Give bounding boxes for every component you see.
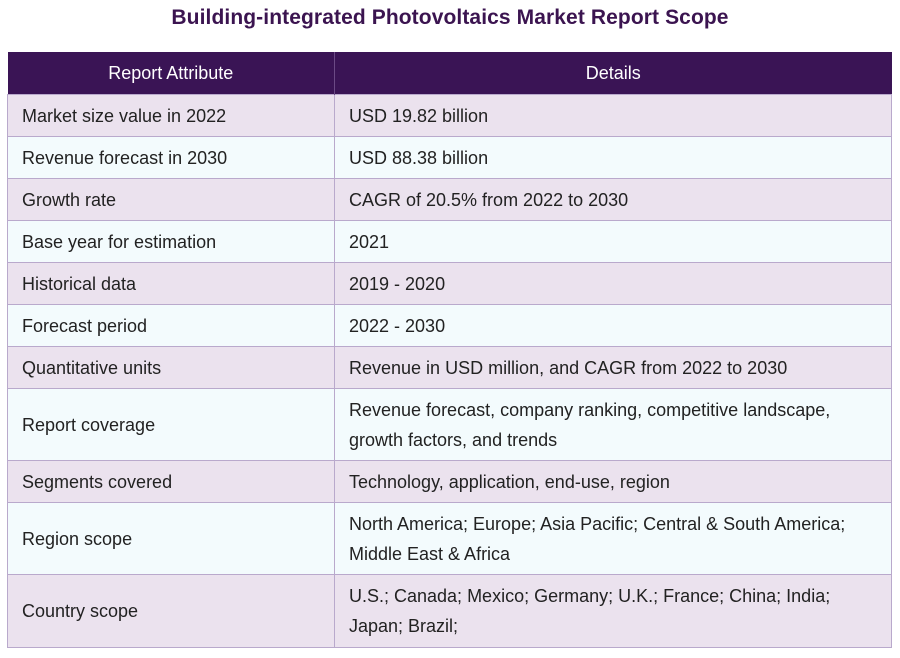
details-cell: USD 19.82 billion (334, 94, 892, 137)
details-cell: U.S.; Canada; Mexico; Germany; U.K.; Fra… (334, 574, 892, 648)
table-row: Region scope North America; Europe; Asia… (7, 502, 892, 575)
details-cell: USD 88.38 billion (334, 136, 892, 179)
table-row: Historical data 2019 - 2020 (7, 262, 892, 305)
attribute-cell: Quantitative units (7, 346, 335, 389)
attribute-cell: Region scope (7, 502, 335, 575)
details-cell: Revenue in USD million, and CAGR from 20… (334, 346, 892, 389)
details-cell: CAGR of 20.5% from 2022 to 2030 (334, 178, 892, 221)
attribute-cell: Growth rate (7, 178, 335, 221)
attribute-cell: Country scope (7, 574, 335, 648)
table-row: Revenue forecast in 2030 USD 88.38 billi… (7, 136, 892, 179)
table-row: Quantitative units Revenue in USD millio… (7, 346, 892, 389)
details-cell: Technology, application, end-use, region (334, 460, 892, 503)
table-row: Base year for estimation 2021 (7, 220, 892, 263)
attribute-cell: Base year for estimation (7, 220, 335, 263)
table-row: Market size value in 2022 USD 19.82 bill… (7, 94, 892, 137)
attribute-cell: Revenue forecast in 2030 (7, 136, 335, 179)
attribute-cell: Segments covered (7, 460, 335, 503)
table-row: Forecast period 2022 - 2030 (7, 304, 892, 347)
header-details: Details (334, 52, 892, 95)
attribute-cell: Forecast period (7, 304, 335, 347)
attribute-cell: Report coverage (7, 388, 335, 461)
page-title: Building-integrated Photovoltaics Market… (171, 6, 729, 29)
report-scope-table: Report Attribute Details Market size val… (7, 52, 892, 648)
header-report-attribute: Report Attribute (7, 52, 335, 95)
details-cell: North America; Europe; Asia Pacific; Cen… (334, 502, 892, 575)
table-header-row: Report Attribute Details (7, 52, 892, 95)
table-row: Segments covered Technology, application… (7, 460, 892, 503)
details-cell: Revenue forecast, company ranking, compe… (334, 388, 892, 461)
table-row: Report coverage Revenue forecast, compan… (7, 388, 892, 461)
table-row: Country scope U.S.; Canada; Mexico; Germ… (7, 574, 892, 648)
details-cell: 2021 (334, 220, 892, 263)
table-row: Growth rate CAGR of 20.5% from 2022 to 2… (7, 178, 892, 221)
attribute-cell: Market size value in 2022 (7, 94, 335, 137)
attribute-cell: Historical data (7, 262, 335, 305)
details-cell: 2022 - 2030 (334, 304, 892, 347)
details-cell: 2019 - 2020 (334, 262, 892, 305)
